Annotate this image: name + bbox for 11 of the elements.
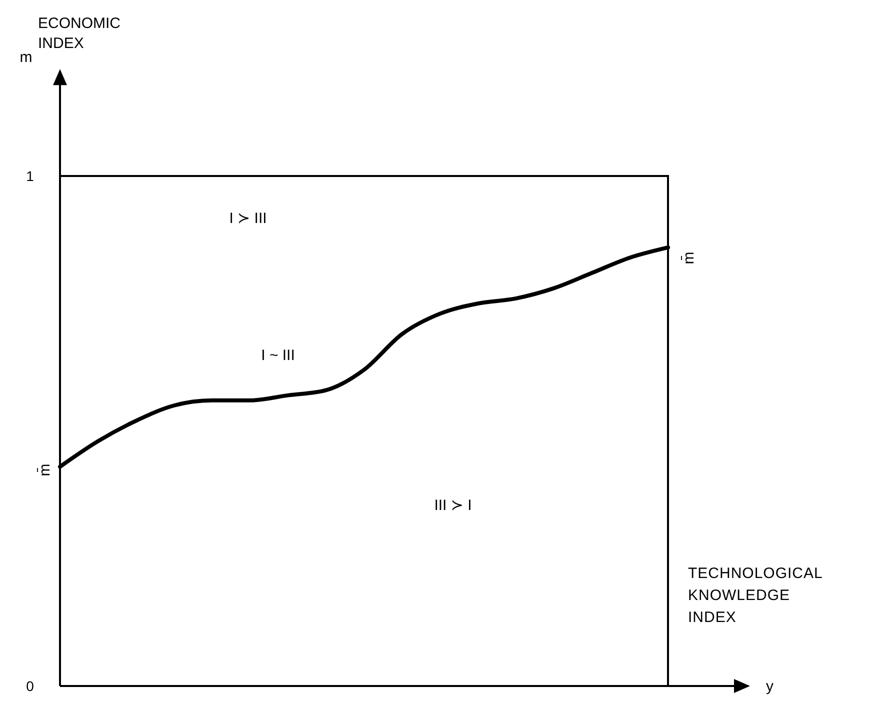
annotation: III ≻ I [434, 497, 472, 514]
annotation: I ~ III [261, 347, 295, 364]
text: m̄ [36, 464, 54, 476]
text: m̄ [680, 252, 698, 264]
y-tick-label: 1 [26, 168, 34, 184]
y-tick-label: 0 [26, 678, 34, 694]
x-axis-title: TECHNOLOGICAL KNOWLEDGE INDEX [688, 565, 823, 626]
text: m [20, 49, 32, 66]
y-axis-title: ECONOMIC INDEX [38, 15, 121, 52]
text: y [766, 678, 774, 695]
annotation: I ≻ III [229, 210, 267, 227]
